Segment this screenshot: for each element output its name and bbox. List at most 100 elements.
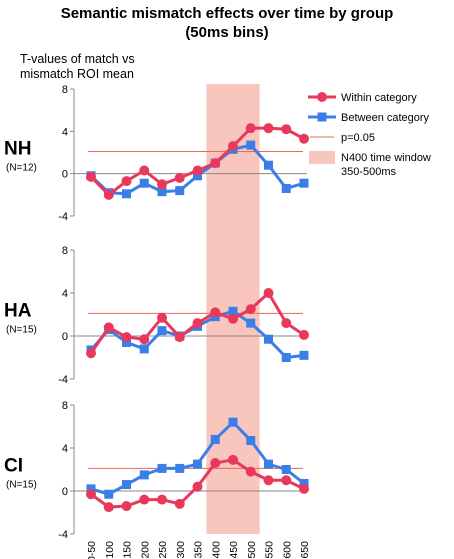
x-tick-label: 350-400 <box>210 541 222 559</box>
panel-ha: -4 0 4 8 HA (N=15) <box>4 245 309 386</box>
data-point-within <box>281 318 292 329</box>
legend-within-label: Within category <box>341 92 417 104</box>
data-point-within <box>174 332 185 343</box>
x-tick-label: 500-550 <box>264 541 276 559</box>
data-point-within <box>192 318 203 329</box>
data-point-between <box>210 434 220 444</box>
group-label: NH <box>4 139 31 160</box>
y-tick-label: 8 <box>62 400 68 412</box>
data-point-within <box>86 171 96 182</box>
data-point-within <box>281 475 292 486</box>
data-point-within <box>157 494 167 505</box>
data-point-between <box>281 183 291 193</box>
legend-between-marker <box>317 112 327 122</box>
data-point-within <box>210 458 221 469</box>
data-point-within <box>139 334 150 345</box>
data-point-within <box>121 501 132 512</box>
group-label: HA <box>4 301 32 322</box>
data-point-within <box>121 332 132 343</box>
data-point-within <box>263 475 274 486</box>
legend-within-marker <box>317 92 327 102</box>
group-n-label: (N=15) <box>6 480 37 491</box>
data-point-within <box>210 307 221 318</box>
data-point-within <box>299 483 309 494</box>
y-axis-title-line2: mismatch ROI mean <box>20 67 134 81</box>
y-tick-label: -4 <box>58 374 68 386</box>
data-point-within <box>86 348 96 359</box>
data-point-between <box>157 463 167 473</box>
data-point-within <box>210 158 221 169</box>
y-tick-label: 0 <box>62 169 68 181</box>
x-tick-label: 400-450 <box>228 541 240 559</box>
x-tick-label: 300-350 <box>193 541 205 559</box>
y-tick-label: 8 <box>62 84 68 96</box>
legend-threshold-label: p=0.05 <box>341 132 375 144</box>
data-point-between <box>175 463 185 473</box>
group-label: CI <box>4 456 23 477</box>
data-point-within <box>299 133 309 144</box>
data-point-between <box>299 478 309 488</box>
data-point-between <box>246 435 256 445</box>
x-tick-label: 600-650 <box>299 541 311 559</box>
data-point-between <box>264 160 273 170</box>
x-tick-label: 0-50 <box>86 541 98 559</box>
x-tick-label: 200-250 <box>157 541 169 559</box>
y-tick-label: 0 <box>62 486 68 498</box>
data-point-within <box>174 172 185 183</box>
data-point-within <box>139 165 150 176</box>
data-point-within <box>245 304 256 315</box>
data-point-within <box>245 466 256 477</box>
x-axis-labels: 0-50 50-100 100-150 150-200 200-250 250-300 30… <box>86 541 311 559</box>
y-tick-label: -4 <box>58 529 68 541</box>
data-point-within <box>103 322 114 333</box>
group-n-label: (N=15) <box>6 325 37 336</box>
x-tick-label: 150-200 <box>139 541 151 559</box>
data-point-between <box>175 186 185 196</box>
data-point-between <box>246 140 256 150</box>
data-point-between <box>122 337 131 347</box>
data-point-between <box>228 306 238 316</box>
data-point-between <box>139 470 149 480</box>
x-tick-label: 100-150 <box>122 541 134 559</box>
y-tick-label: 4 <box>62 443 68 455</box>
y-axis-title-line1: T-values of match vs <box>20 52 135 66</box>
data-point-within <box>157 179 167 190</box>
data-point-within <box>121 176 132 187</box>
data-point-within <box>245 123 256 134</box>
legend-window-label-line1: N400 time window <box>341 152 431 164</box>
data-point-within <box>103 189 114 200</box>
x-tick-label: 450-500 <box>246 541 258 559</box>
data-point-within <box>103 502 114 513</box>
data-point-between <box>264 334 273 344</box>
legend-window-label-line2: 350-500ms <box>341 166 397 178</box>
data-point-within <box>174 498 185 509</box>
data-point-between <box>157 326 167 336</box>
group-n-label: (N=12) <box>6 163 37 174</box>
data-point-between <box>122 189 131 199</box>
legend-between-label: Between category <box>341 112 430 124</box>
data-point-between <box>157 187 167 197</box>
y-tick-label: 0 <box>62 331 68 343</box>
data-point-within <box>86 489 96 500</box>
data-point-between <box>86 484 96 494</box>
data-point-within <box>263 288 274 298</box>
data-point-within <box>263 123 274 134</box>
data-point-between <box>281 465 291 474</box>
data-point-within <box>192 481 203 492</box>
data-point-between <box>299 350 309 360</box>
y-tick-label: 8 <box>62 245 68 257</box>
data-point-within <box>281 124 292 135</box>
data-point-between <box>193 459 202 469</box>
data-point-between <box>139 344 149 354</box>
legend: Within category Between category p=0.05 N40… <box>308 92 431 178</box>
data-point-between <box>299 178 309 188</box>
data-point-between <box>139 178 149 188</box>
data-point-between <box>104 489 114 499</box>
panel-nh: -4 0 4 8 NH (N=12) <box>4 84 309 223</box>
y-axis-title: T-values of match vs mismatch ROI mean <box>20 52 135 82</box>
data-point-within <box>139 494 150 505</box>
chart-title-line1: Semantic mismatch effects over time by g… <box>60 5 394 22</box>
data-point-between <box>246 318 256 328</box>
data-point-within <box>299 329 309 340</box>
